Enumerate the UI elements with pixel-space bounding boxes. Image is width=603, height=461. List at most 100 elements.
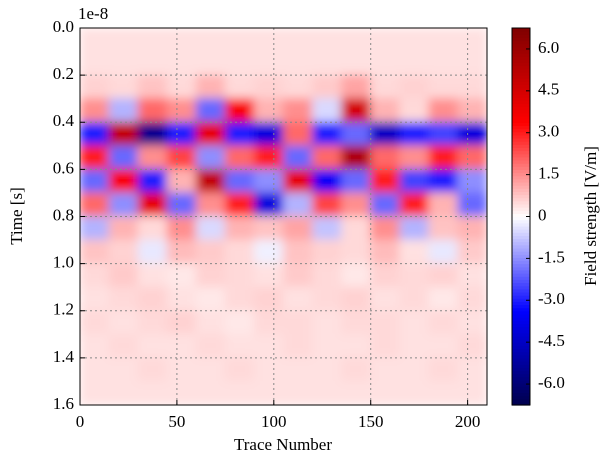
y-tick-label: 1.4 (53, 347, 75, 366)
heatmap-cell (457, 239, 487, 265)
heatmap-cell (195, 121, 226, 147)
heatmap-cell (137, 28, 168, 53)
colorbar-tick-label: -3.0 (538, 289, 565, 308)
colorbar-segment (512, 304, 530, 309)
heatmap-cell (399, 98, 430, 123)
colorbar-segment (512, 75, 530, 79)
heatmap-cell (341, 145, 372, 170)
colorbar-segment (512, 335, 530, 340)
heatmap-cell (341, 168, 372, 194)
heatmap-cell (428, 286, 459, 312)
colorbar-segment (512, 34, 530, 39)
heatmap-cell (253, 286, 284, 312)
heatmap-cell (253, 192, 284, 217)
heatmap-cell (166, 121, 197, 147)
heatmap-cell (195, 74, 226, 100)
heatmap-cell (137, 380, 168, 405)
heatmap-cell (399, 380, 430, 405)
colorbar-segment (512, 131, 530, 136)
colorbar-segment (512, 53, 530, 57)
colorbar-segment (512, 235, 530, 240)
heatmap-cell (166, 380, 197, 405)
colorbar-segment (512, 247, 530, 252)
colorbar-segment (512, 225, 530, 230)
heatmap-cell (370, 357, 401, 382)
heatmap-cell (341, 239, 372, 265)
heatmap-cell (224, 168, 255, 194)
heatmap-cell (370, 333, 401, 359)
colorbar-segment (512, 273, 530, 277)
colorbar-segment (512, 134, 530, 139)
heatmap-cell (137, 357, 168, 382)
heatmap-cell (253, 145, 284, 170)
colorbar-segment (512, 222, 530, 227)
colorbar-segment (512, 68, 530, 73)
heatmap-cell (283, 357, 314, 382)
colorbar-tick-label: 4.5 (538, 80, 559, 99)
colorbar-segment (512, 367, 530, 372)
colorbar-segment (512, 125, 530, 130)
heatmap-cell (457, 192, 487, 217)
heatmap-cell (399, 239, 430, 265)
heatmap-cell (195, 98, 226, 123)
heatmap-cell (312, 239, 343, 265)
heatmap-cell (283, 51, 314, 76)
colorbar-tick-label: -4.5 (538, 331, 565, 350)
colorbar-segment (512, 150, 530, 155)
colorbar-segment (512, 254, 530, 258)
heatmap-cell (370, 192, 401, 217)
heatmap-cell (253, 121, 284, 147)
heatmap-cell (457, 168, 487, 194)
heatmap-cell (224, 333, 255, 359)
heatmap-cell (370, 145, 401, 170)
heatmap-cell (457, 74, 487, 100)
heatmap-cell (457, 263, 487, 288)
colorbar-segment (512, 90, 530, 95)
heatmap-cell (399, 145, 430, 170)
heatmap-cell (283, 333, 314, 359)
x-tick-label: 100 (261, 412, 287, 431)
heatmap-cell (399, 192, 430, 217)
heatmap-cell (341, 51, 372, 76)
axes: 0 50 100 150 200 0.0 0.2 0.4 0.6 0.8 1.0 1.2 1.4 1.6 6… (53, 17, 565, 431)
heatmap-cell (137, 239, 168, 265)
colorbar-segment (512, 361, 530, 365)
offset-text: 1e-8 (78, 4, 108, 23)
heatmap-cell (370, 286, 401, 312)
colorbar-segment (512, 172, 530, 177)
colorbar-segment (512, 398, 530, 403)
heatmap-cell (283, 145, 314, 170)
colorbar-segment (512, 298, 530, 302)
heatmap-cell (399, 28, 430, 53)
heatmap-cell (457, 216, 487, 241)
heatmap-cell (457, 145, 487, 170)
heatmap-cell (399, 286, 430, 312)
heatmap-cell (80, 168, 110, 194)
colorbar-segment (512, 307, 530, 312)
colorbar-segment (512, 323, 530, 328)
colorbar-segment (512, 178, 530, 183)
colorbar-segment (512, 238, 530, 243)
heatmap-cell (283, 121, 314, 147)
colorbar-segment (512, 210, 530, 214)
heatmap-cell (195, 192, 226, 217)
colorbar-segment (512, 71, 530, 76)
heatmap-cell (137, 168, 168, 194)
colorbar-segment (512, 200, 530, 205)
heatmap-cell (108, 310, 139, 335)
colorbar-segment (512, 345, 530, 350)
heatmap-cell (341, 192, 372, 217)
x-tick-label: 50 (168, 412, 185, 431)
x-tick-label: 200 (455, 412, 481, 431)
colorbar-segment (512, 59, 530, 64)
heatmap-cell (457, 28, 487, 53)
colorbar-segment (512, 295, 530, 299)
colorbar-tick-label: 1.5 (538, 164, 559, 183)
heatmap-cell (80, 121, 110, 147)
heatmap-cell (166, 192, 197, 217)
heatmap-cell (224, 310, 255, 335)
heatmap-cell (399, 121, 430, 147)
heatmap-cell (137, 286, 168, 312)
heatmap-cell (370, 74, 401, 100)
colorbar-segment (512, 106, 530, 111)
